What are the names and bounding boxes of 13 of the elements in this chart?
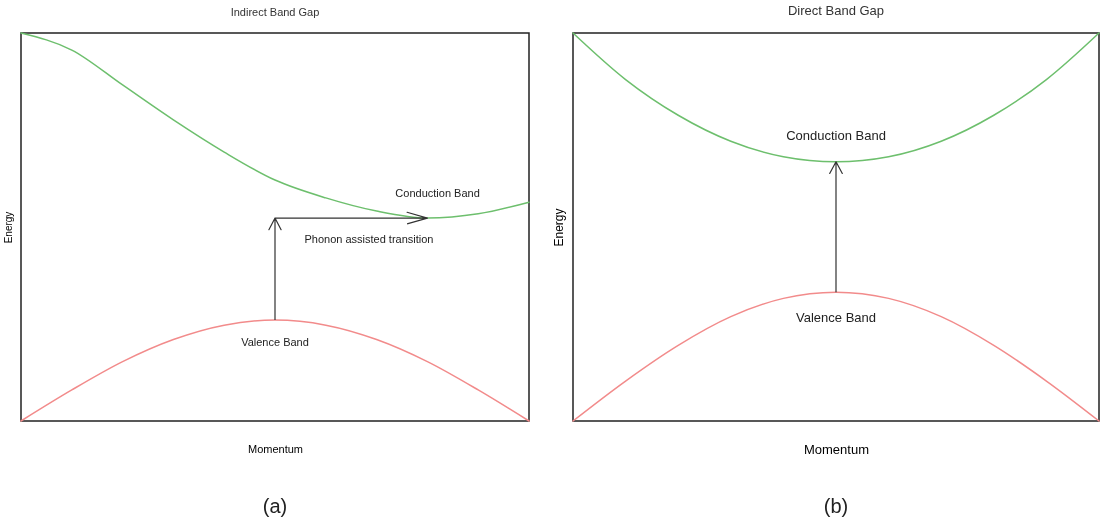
x-axis-title: Momentum — [247, 442, 304, 455]
text: (a) — [262, 495, 288, 517]
series-label: Conduction Band — [786, 127, 886, 143]
annotation: Phonon assisted transition — [304, 233, 434, 246]
series-label: Valence Band — [241, 336, 309, 349]
y-axis-title: Energy — [2, 211, 14, 244]
y-axis-title: Energy — [551, 208, 566, 247]
chart-title: Indirect Band Gap — [230, 6, 320, 19]
series-label: Valence Band — [796, 310, 876, 326]
x-axis-title: Momentum — [803, 441, 870, 457]
series-label: Conduction Band — [395, 187, 480, 200]
text: (b) — [823, 495, 849, 517]
chart-title: Direct Band Gap — [787, 3, 885, 19]
